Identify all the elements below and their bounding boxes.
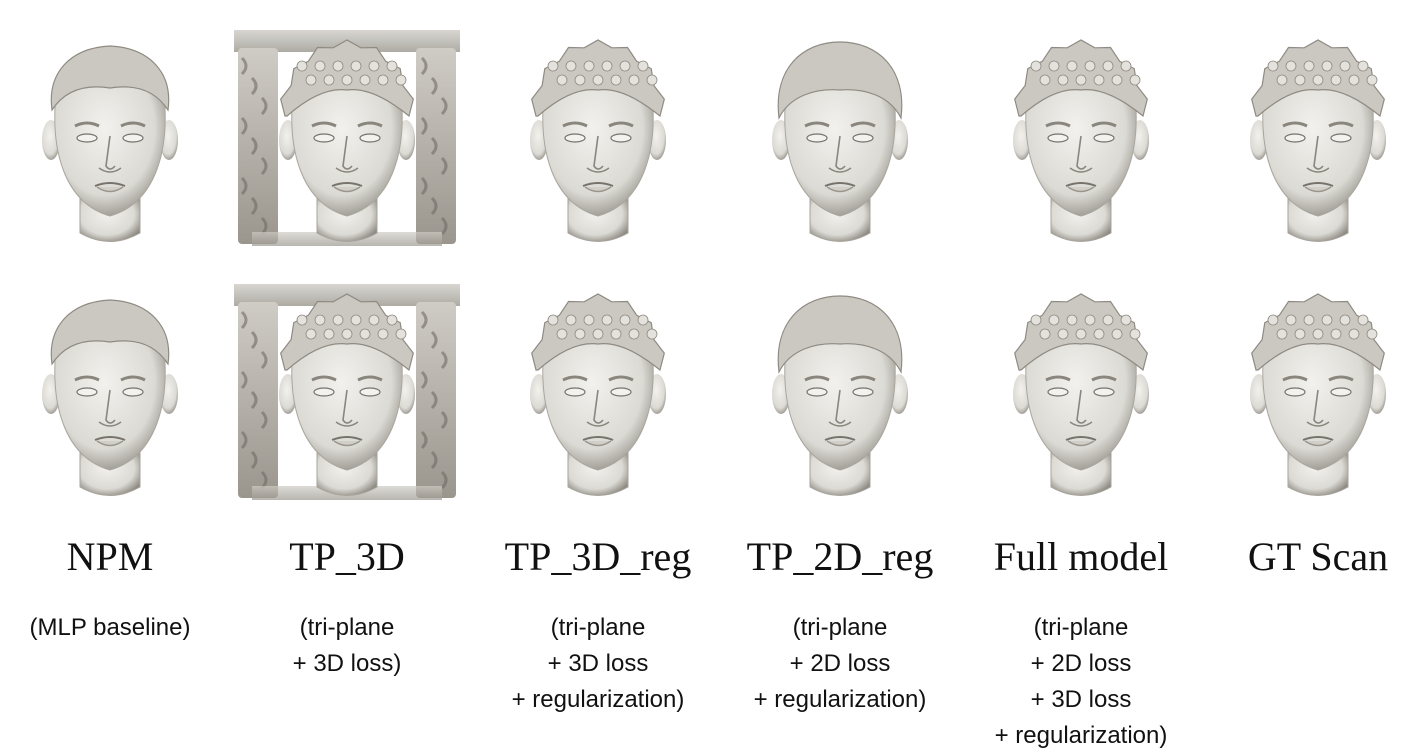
method-title: NPM xyxy=(66,534,154,579)
method-description: (tri-plane + 3D loss + regularization) xyxy=(483,610,713,718)
head-render-tp3d-subject-1 xyxy=(232,18,462,258)
head-render-tp2dreg-subject-2 xyxy=(725,272,955,512)
head-render-tp3dreg-subject-1 xyxy=(483,18,713,258)
description-line: (tri-plane xyxy=(792,614,888,641)
column-gt: GT Scan xyxy=(1203,0,1402,752)
description-line: (tri-plane xyxy=(299,614,395,641)
head-render-tp2dreg-subject-1 xyxy=(725,18,955,258)
method-title: Full model xyxy=(993,534,1169,579)
method-description: (tri-plane + 3D loss) xyxy=(232,610,462,682)
method-description: (tri-plane + 2D loss + regularization) xyxy=(725,610,955,718)
head-render-full-subject-2 xyxy=(966,272,1196,512)
method-title: TP_3D xyxy=(289,534,405,579)
description-line: + 3D loss xyxy=(1030,686,1132,713)
column-npm: NPM (MLP baseline) xyxy=(0,0,225,752)
method-title: TP_3D_reg xyxy=(504,534,692,579)
description-line: (MLP baseline) xyxy=(29,614,191,641)
head-render-npm-subject-1 xyxy=(0,18,225,258)
head-render-tp3d-subject-2 xyxy=(232,272,462,512)
description-line: + regularization) xyxy=(511,686,685,713)
method-title: GT Scan xyxy=(1247,534,1389,579)
column-tp2dreg: TP_2D_reg (tri-plane + 2D loss + regulariza… xyxy=(725,0,955,752)
method-description: (tri-plane + 2D loss + 3D loss + regulariza… xyxy=(966,610,1196,754)
column-full: Full model (tri-plane + 2D loss + 3D loss + … xyxy=(966,0,1196,752)
description-line: (tri-plane xyxy=(1033,614,1129,641)
head-render-npm-subject-2 xyxy=(0,272,225,512)
method-title: TP_2D_reg xyxy=(746,534,934,579)
description-line: + regularization) xyxy=(753,686,927,713)
column-tp3dreg: TP_3D_reg (tri-plane + 3D loss + regulariza… xyxy=(483,0,713,752)
method-description: (MLP baseline) xyxy=(0,610,225,646)
description-line: + 3D loss xyxy=(547,650,649,677)
head-render-gt-subject-2 xyxy=(1203,272,1402,512)
description-line: (tri-plane xyxy=(550,614,646,641)
description-line: + 2D loss xyxy=(789,650,891,677)
description-line: + 2D loss xyxy=(1030,650,1132,677)
description-line: + 3D loss) xyxy=(292,650,402,677)
head-render-full-subject-1 xyxy=(966,18,1196,258)
description-line: + regularization) xyxy=(994,722,1168,749)
head-render-tp3dreg-subject-2 xyxy=(483,272,713,512)
head-render-gt-subject-1 xyxy=(1203,18,1402,258)
column-tp3d: TP_3D (tri-plane + 3D loss) xyxy=(232,0,462,752)
